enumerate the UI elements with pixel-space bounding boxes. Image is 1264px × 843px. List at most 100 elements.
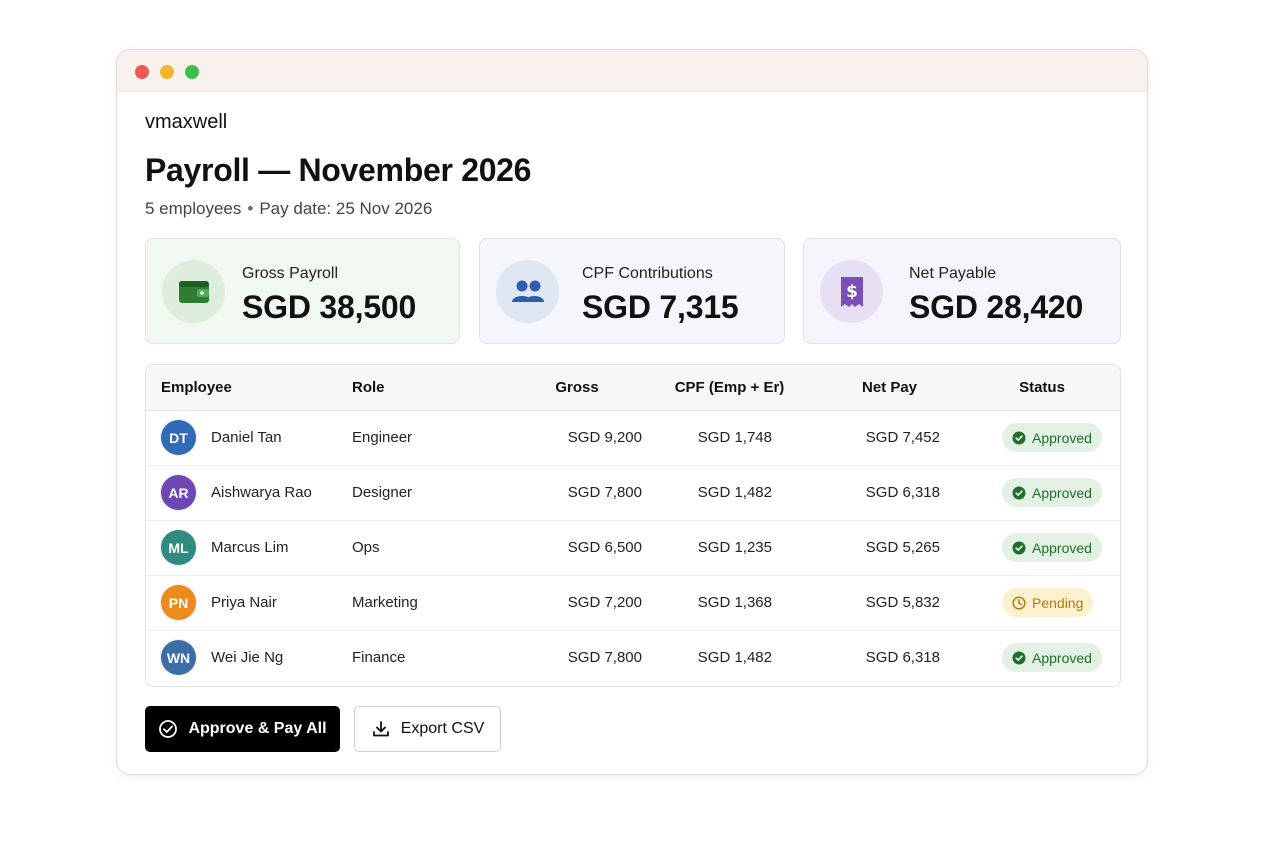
column-header-employee[interactable]: Employee	[146, 365, 352, 411]
clock-icon	[1012, 595, 1026, 610]
column-header-net-pay[interactable]: Net Pay	[817, 365, 962, 411]
status-label: Approved	[1032, 484, 1092, 501]
employee-cell: DT Daniel Tan	[146, 410, 352, 465]
role-cell: Finance	[352, 649, 406, 667]
close-window-button[interactable]	[135, 65, 149, 79]
employee-info: WN Wei Jie Ng	[161, 640, 352, 676]
gross-payroll-card: Gross Payroll SGD 38,500	[145, 238, 460, 344]
cpf-cell: SGD 1,368	[697, 594, 772, 611]
status-badge: Approved	[1002, 643, 1102, 673]
gross-payroll-value: SGD 38,500	[242, 289, 417, 325]
check-circle-icon	[1012, 486, 1026, 499]
net-pay-cell: SGD 7,452	[865, 429, 940, 446]
cpf-cell: SGD 1,482	[697, 649, 772, 667]
employee-name: Aishwarya Rao	[211, 484, 312, 501]
status-badge: Approved	[1002, 478, 1102, 507]
status-badge: Approved	[1002, 533, 1102, 562]
employee-cell: ML Marcus Lim	[146, 520, 352, 575]
cpf-cell: SGD 1,748	[697, 429, 772, 446]
gross-cell: SGD 7,800	[567, 484, 642, 501]
status-cell: Pending	[962, 575, 1120, 630]
cpf-contributions-card: CPF Contributions SGD 7,315	[479, 238, 785, 344]
approve-and-pay-all-label: Approve & Pay All	[188, 720, 327, 737]
cpf-cell: SGD 1,235	[697, 539, 772, 556]
gross-cell: SGD 7,200	[567, 594, 642, 611]
status-label: Approved	[1032, 539, 1092, 556]
check-circle-icon	[1012, 541, 1026, 554]
check-circle-icon	[1012, 431, 1026, 444]
employee-info: DT Daniel Tan	[161, 420, 352, 455]
gross-payroll-label: Gross Payroll	[242, 265, 339, 282]
net-payable-label: Net Payable	[909, 265, 997, 282]
status-label: Approved	[1032, 429, 1092, 446]
cpf-cell: SGD 1,482	[697, 484, 772, 501]
export-csv-button[interactable]: Export CSV	[354, 706, 501, 752]
column-header-cpf[interactable]: CPF (Emp + Er)	[642, 365, 817, 411]
check-circle-icon	[159, 720, 178, 738]
approve-and-pay-all-button[interactable]: Approve & Pay All	[145, 706, 340, 752]
employee-info: PN Priya Nair	[161, 585, 352, 620]
subtitle-separator: •	[247, 199, 254, 218]
cpf-contributions-value: SGD 7,315	[582, 289, 739, 325]
net-pay-cell: SGD 5,265	[865, 539, 940, 556]
employee-name: Wei Jie Ng	[211, 649, 284, 667]
page-title: Payroll — November 2026	[145, 152, 532, 188]
net-payable-value: SGD 28,420	[909, 289, 1084, 325]
column-header-gross[interactable]: Gross	[512, 365, 642, 411]
avatar: WN	[161, 640, 196, 676]
employee-name: Priya Nair	[211, 594, 277, 611]
gross-cell: SGD 9,200	[567, 429, 642, 446]
employee-name: Marcus Lim	[211, 539, 289, 556]
check-circle-icon	[1012, 651, 1026, 665]
role-cell: Designer	[352, 484, 413, 501]
payroll-table: Employee Role Gross CPF (Emp + Er) Net P…	[145, 364, 1121, 687]
employee-cell: PN Priya Nair	[146, 575, 352, 630]
table-header-row: Employee Role Gross CPF (Emp + Er) Net P…	[146, 365, 1120, 411]
table-row[interactable]: PN Priya Nair Marketing SGD 7,200 SGD 1,368 S…	[146, 575, 1120, 630]
avatar: AR	[161, 475, 196, 510]
status-cell: Approved	[962, 520, 1120, 575]
status-cell: Approved	[962, 630, 1120, 685]
avatar: ML	[161, 530, 196, 565]
employee-cell: WN Wei Jie Ng	[146, 630, 352, 685]
main-content: vmaxwell Payroll — November 2026 5 emplo…	[145, 92, 1121, 774]
status-label: Pending	[1032, 594, 1084, 611]
column-header-role[interactable]: Role	[352, 365, 512, 411]
status-badge: Approved	[1002, 423, 1102, 452]
receipt-dollar-icon: $	[820, 260, 883, 323]
net-pay-cell: SGD 5,832	[865, 594, 940, 611]
employee-info: ML Marcus Lim	[161, 530, 352, 565]
role-cell: Engineer	[352, 429, 413, 446]
window-titlebar	[117, 50, 1147, 92]
employee-cell: AR Aishwarya Rao	[146, 465, 352, 520]
role-cell: Ops	[352, 539, 380, 556]
gross-cell: SGD 6,500	[567, 539, 642, 556]
gross-cell: SGD 7,800	[567, 649, 642, 667]
avatar: DT	[161, 420, 196, 455]
status-badge: Pending	[1002, 588, 1094, 617]
avatar: PN	[161, 585, 196, 620]
table-row[interactable]: DT Daniel Tan Engineer SGD 9,200 SGD 1,748 SG…	[146, 410, 1120, 465]
table-row[interactable]: AR Aishwarya Rao Designer SGD 7,800 SGD 1,48…	[146, 465, 1120, 520]
column-header-status[interactable]: Status	[962, 365, 1120, 411]
export-csv-label: Export CSV	[400, 720, 485, 737]
net-pay-cell: SGD 6,318	[865, 649, 940, 667]
net-pay-cell: SGD 6,318	[865, 484, 940, 501]
employee-count: 5 employees	[145, 199, 242, 218]
app-window: vmaxwell Payroll — November 2026 5 emplo…	[116, 49, 1148, 775]
svg-text:$: $	[846, 282, 858, 302]
download-icon	[372, 721, 389, 737]
role-cell: Marketing	[352, 594, 418, 611]
table-row[interactable]: WN Wei Jie Ng Finance SGD 7,800 SGD 1,482 SGD…	[146, 630, 1120, 685]
status-cell: Approved	[962, 465, 1120, 520]
table-row[interactable]: ML Marcus Lim Ops SGD 6,500 SGD 1,235 SGD 5,2…	[146, 520, 1120, 575]
wallet-icon	[162, 260, 225, 323]
maximize-window-button[interactable]	[185, 65, 199, 79]
username: vmaxwell	[145, 111, 228, 133]
status-label: Approved	[1032, 649, 1092, 666]
page-subtitle: 5 employees • Pay date: 25 Nov 2026	[145, 199, 432, 219]
people-icon	[496, 260, 559, 323]
minimize-window-button[interactable]	[160, 65, 174, 79]
employee-name: Daniel Tan	[211, 429, 282, 446]
pay-date: Pay date: 25 Nov 2026	[259, 199, 433, 218]
